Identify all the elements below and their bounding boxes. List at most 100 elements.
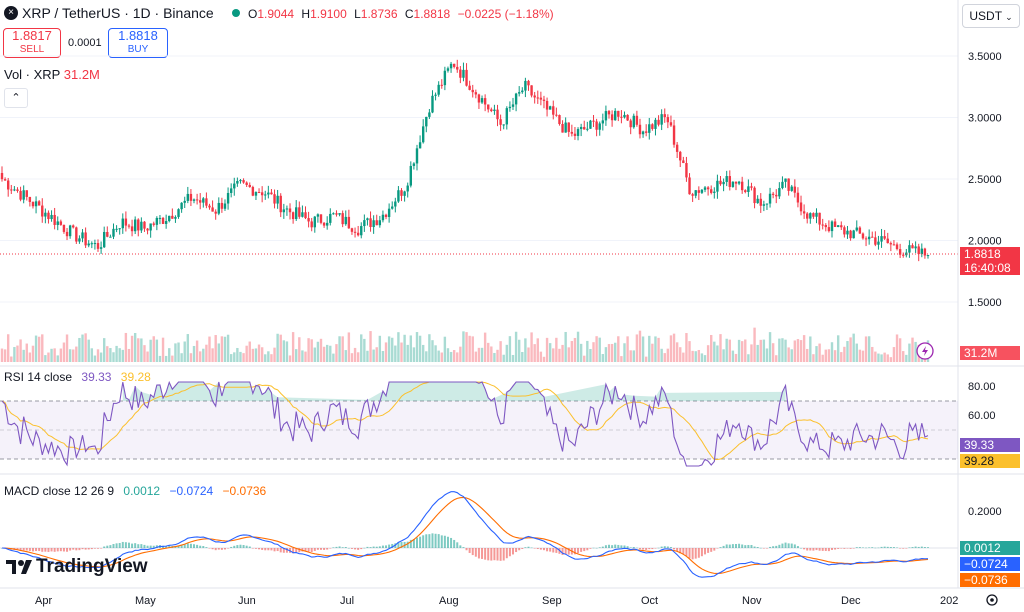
volume-bar (220, 336, 224, 362)
macd-hist-bar (366, 546, 369, 548)
symbol-title[interactable]: XRP / TetherUS · 1D · Binance (22, 5, 214, 21)
macd-hist-bar (310, 548, 313, 552)
candle (592, 120, 595, 122)
candle (920, 248, 924, 255)
candle (530, 85, 533, 96)
candle (623, 114, 626, 118)
macd-hist-bar (56, 548, 59, 552)
macd-hist-bar (734, 544, 737, 548)
macd-hist-bar (738, 543, 741, 548)
volume-bar (400, 342, 403, 362)
candle (93, 243, 97, 245)
macd-hist-bar (638, 548, 641, 550)
volume-bar (174, 343, 177, 362)
volume-bar (276, 333, 279, 362)
candle (737, 181, 741, 184)
volume-bar (443, 336, 447, 362)
collapse-legend-button[interactable]: ⌃ (4, 88, 28, 108)
candle (644, 131, 648, 133)
candle (264, 194, 267, 196)
volume-bar (468, 335, 471, 362)
volume-bar (273, 347, 276, 362)
macd-hist-bar (905, 548, 908, 549)
macd-hist-bar (465, 548, 468, 551)
candle (180, 202, 183, 210)
low-value: 1.8736 (360, 7, 398, 21)
volume-bar (768, 332, 772, 362)
candle (78, 238, 81, 242)
volume-bar (750, 344, 753, 362)
candle (223, 203, 227, 209)
macd-hist-bar (889, 547, 892, 548)
candle (706, 187, 710, 190)
macd-hist-bar (62, 548, 65, 552)
candle (233, 183, 236, 189)
macd-axis-label: 0.2000 (968, 506, 1002, 518)
macd-hist-bar (22, 548, 25, 551)
volume-bar (716, 345, 719, 362)
candle (295, 207, 298, 220)
candle (815, 212, 818, 217)
lightning-icon[interactable] (916, 342, 934, 360)
candle (852, 230, 855, 239)
macd-hist-bar (360, 548, 363, 550)
macd-hist-bar (871, 547, 874, 548)
macd-hist-bar (251, 548, 254, 549)
volume-bar (257, 344, 261, 362)
candle (688, 177, 691, 195)
candle (298, 207, 301, 217)
macd-hist-bar (412, 539, 415, 548)
time-axis-label: Nov (742, 595, 762, 607)
volume-bar (344, 350, 347, 362)
volume-bar (446, 348, 450, 362)
volume-bar (356, 352, 360, 362)
macd-hist-bar (425, 534, 428, 548)
macd-hist-bar (611, 545, 614, 548)
macd-hist-bar (109, 545, 112, 548)
buy-button[interactable]: 1.8818 BUY (108, 28, 168, 58)
rsi-legend: RSI 14 close 39.33 39.28 (4, 370, 151, 384)
macd-hist-bar (546, 548, 549, 552)
volume-bar (771, 343, 775, 362)
macd-hist-bar (217, 548, 220, 550)
candle (307, 218, 310, 222)
volume-bar (620, 356, 623, 362)
settings-gear-icon[interactable] (986, 594, 998, 606)
volume-bar (332, 353, 335, 362)
volume-bar (186, 334, 190, 362)
macd-hist-bar (434, 533, 437, 548)
volume-bar (242, 353, 245, 362)
candle (415, 148, 419, 164)
volume-bar (93, 355, 97, 362)
volume-bar (511, 354, 515, 362)
volume-bar (824, 349, 827, 362)
macd-hist-bar (855, 547, 858, 548)
macd-hist-bar (688, 548, 691, 559)
volume-bar (285, 341, 289, 362)
open-value: 1.9044 (257, 7, 295, 21)
candle (477, 94, 481, 103)
currency-select[interactable]: USDT ⌄ (962, 4, 1020, 28)
macd-hist-bar (25, 548, 28, 551)
symbol-close-icon[interactable]: × (4, 6, 18, 20)
volume-bar (812, 354, 815, 362)
candle (149, 223, 152, 231)
time-axis-label: Aug (439, 595, 459, 607)
volume-bars (0, 327, 930, 362)
macd-hist-bar (617, 544, 620, 548)
volume-bar (425, 351, 428, 362)
candle (694, 190, 697, 196)
candle (186, 193, 190, 201)
candle (926, 255, 930, 257)
macd-hist-bar (778, 544, 781, 548)
macd-hist-bar (347, 547, 350, 549)
volume-bar (793, 340, 797, 362)
macd-hist-bar (567, 548, 570, 555)
candle (171, 215, 174, 219)
macd-hist-bar (512, 548, 515, 555)
sell-button[interactable]: 1.8817 SELL (3, 28, 61, 58)
macd-hist-bar (744, 545, 747, 548)
candle (356, 232, 360, 236)
candle (310, 221, 313, 228)
